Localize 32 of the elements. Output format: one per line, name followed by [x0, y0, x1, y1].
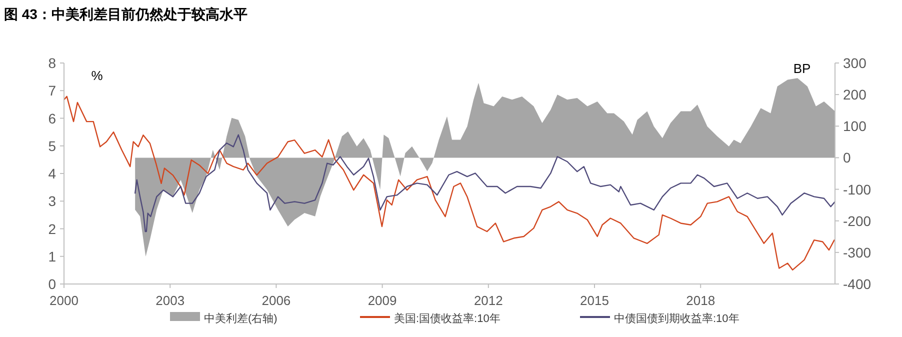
y2-tick-label: -100 — [843, 181, 872, 198]
y-tick-label: 3 — [48, 193, 56, 210]
chart-title: 图 43：中美利差目前仍然处于较高水平 — [4, 6, 248, 22]
x-tick-label: 2006 — [262, 293, 291, 308]
y2-tick-label: -200 — [843, 212, 872, 229]
legend-label: 美国:国债收益率:10年 — [394, 312, 500, 325]
x-tick-label: 2015 — [580, 293, 609, 308]
y-tick-label: 2 — [48, 220, 56, 237]
y2-tick-label: 300 — [843, 55, 867, 71]
y-tick-label: 5 — [48, 138, 56, 154]
y2-axis-title: BP — [793, 61, 811, 76]
y-tick-label: 4 — [48, 166, 56, 182]
y-tick-label: 0 — [48, 276, 56, 292]
line-series — [63, 96, 835, 271]
y-tick-label: 1 — [48, 248, 56, 264]
y2-tick-label: -300 — [843, 244, 872, 260]
x-tick-label: 2009 — [368, 293, 397, 308]
x-tick-label: 2012 — [474, 293, 503, 308]
y2-tick-label: 0 — [843, 150, 851, 166]
x-tick-label: 2003 — [156, 293, 185, 308]
y-tick-label: 7 — [48, 82, 56, 99]
y-tick-label: 8 — [48, 55, 56, 71]
legend-label: 中债国债到期收益率:10年 — [614, 312, 740, 325]
legend-label: 中美利差(右轴) — [204, 312, 278, 325]
y-axis-title: % — [91, 68, 104, 83]
y2-tick-label: 100 — [843, 118, 867, 134]
y-tick-label: 6 — [48, 110, 56, 126]
y2-tick-label: 200 — [843, 86, 867, 103]
x-tick-label: 2000 — [50, 293, 78, 308]
x-tick-label: 2018 — [686, 293, 716, 308]
y2-tick-label: -400 — [843, 276, 872, 292]
line-series — [134, 134, 836, 232]
